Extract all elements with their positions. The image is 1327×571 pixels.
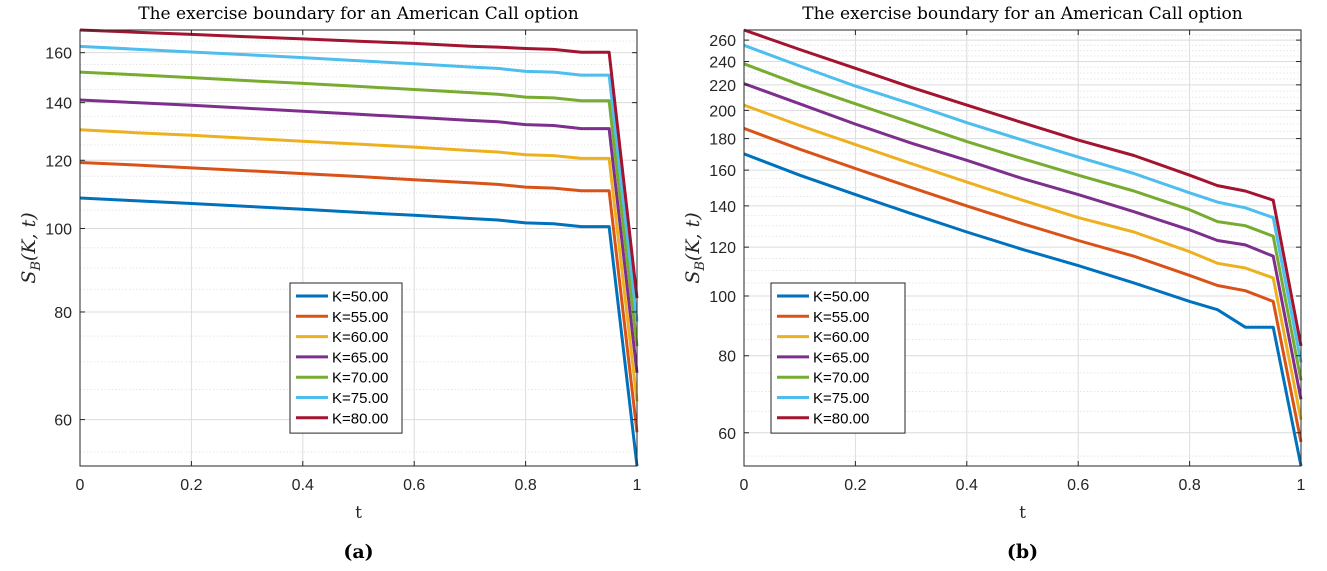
x-tick-label: 0.8: [1178, 477, 1200, 494]
x-tick-label: 0.2: [844, 477, 866, 494]
y-tick-label: 140: [45, 96, 72, 113]
subfigure-caption: (a): [343, 541, 373, 563]
x-tick-label: 0.4: [292, 477, 314, 494]
x-tick-label: 0.6: [1067, 477, 1089, 494]
y-tick-label: 140: [709, 199, 736, 216]
y-tick-label: 80: [54, 305, 72, 322]
x-axis-label: t: [1019, 503, 1026, 523]
y-tick-label: 80: [718, 349, 736, 366]
y-tick-label: 160: [709, 163, 736, 180]
x-tick-label: 0: [76, 477, 85, 494]
y-tick-label: 120: [709, 240, 736, 257]
x-tick-label: 0: [740, 477, 749, 494]
y-tick-label: 60: [54, 413, 72, 430]
x-tick-label: 0.6: [403, 477, 425, 494]
y-axis-label: SB(K, t): [682, 212, 708, 283]
legend-label: K=60.00: [813, 329, 869, 346]
legend-label: K=50.00: [332, 289, 388, 306]
legend-label: K=65.00: [813, 349, 869, 366]
y-tick-label: 240: [709, 55, 736, 72]
chart-b: 0 0.2 0.4 0.6 0.8 160801001201401601802002202…: [682, 4, 1306, 563]
y-axis-label: SB(K, t): [18, 212, 44, 283]
y-tick-label: 60: [718, 426, 736, 443]
y-tick-label: 160: [45, 46, 72, 63]
y-axis-label-args: (K, t): [18, 212, 40, 261]
legend-label: K=65.00: [332, 349, 388, 366]
legend-label: K=50.00: [813, 289, 869, 306]
y-tick-label: 120: [45, 153, 72, 170]
subfigure-caption: (b): [1007, 541, 1038, 563]
x-tick-label: 1: [1297, 477, 1306, 494]
series-line-k80: [80, 30, 637, 298]
y-axis-label-main: S: [18, 271, 40, 284]
legend-label: K=70.00: [332, 370, 388, 387]
x-tick-label: 1: [633, 477, 642, 494]
x-tick-label: 0.2: [180, 477, 202, 494]
legend: K=50.00 K=55.00 K=60.00 K=65.00 K=70.00 K=75.…: [771, 283, 905, 433]
legend-label: K=55.00: [332, 309, 388, 326]
y-tick-label: 100: [709, 289, 736, 306]
legend-label: K=80.00: [332, 410, 388, 427]
legend-label: K=75.00: [813, 390, 869, 407]
y-axis-label-sub: B: [693, 261, 708, 272]
y-tick-label: 260: [709, 33, 736, 50]
chart-title: The exercise boundary for an American Ca…: [802, 4, 1243, 24]
y-axis-label-main: S: [682, 271, 704, 284]
legend: K=50.00 K=55.00 K=60.00 K=65.00 K=70.00 K=75.…: [290, 283, 402, 433]
x-tick-label: 0.8: [514, 477, 536, 494]
legend-label: K=55.00: [813, 309, 869, 326]
legend-label: K=60.00: [332, 329, 388, 346]
y-axis-label-sub: B: [29, 261, 44, 272]
chart-title: The exercise boundary for an American Ca…: [138, 4, 579, 24]
y-tick-label: 220: [709, 78, 736, 95]
y-tick-label: 180: [709, 132, 736, 149]
y-tick-label: 200: [709, 103, 736, 120]
y-axis-label-args: (K, t): [682, 212, 704, 261]
legend-label: K=70.00: [813, 370, 869, 387]
legend-label: K=80.00: [813, 410, 869, 427]
x-axis-label: t: [355, 503, 362, 523]
legend-label: K=75.00: [332, 390, 388, 407]
y-tick-label: 100: [45, 222, 72, 239]
x-tick-label: 0.4: [956, 477, 978, 494]
